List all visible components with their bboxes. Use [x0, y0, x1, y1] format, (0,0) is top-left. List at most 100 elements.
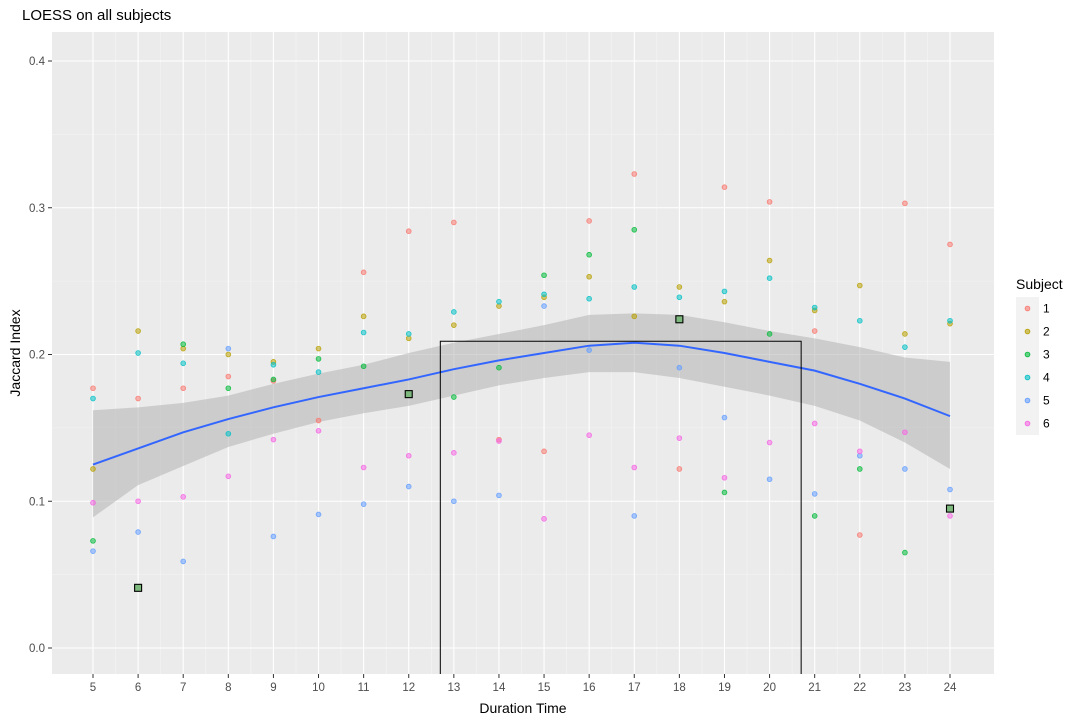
point-subject-3 [451, 394, 457, 400]
x-tick-label: 21 [808, 682, 821, 694]
point-subject-3 [496, 364, 502, 371]
point-subject-5 [631, 513, 638, 519]
x-tick-label: 14 [493, 682, 506, 694]
legend-key-subject-1 [1024, 305, 1031, 312]
x-tick-label: 9 [270, 682, 276, 694]
x-tick-label: 17 [628, 682, 641, 694]
point-subject-6 [676, 435, 683, 441]
point-subject-5 [451, 498, 457, 505]
point-subject-3 [270, 376, 277, 383]
point-subject-3 [766, 331, 773, 337]
point-subject-6 [541, 516, 547, 522]
point-subject-5 [135, 529, 141, 535]
point-subject-5 [270, 533, 277, 540]
point-subject-4 [405, 331, 412, 337]
point-subject-6 [270, 436, 277, 443]
point-subject-4 [676, 294, 683, 301]
point-subject-3 [856, 466, 863, 472]
point-subject-5 [586, 347, 592, 353]
point-subject-3 [225, 385, 232, 392]
point-subject-3 [541, 272, 547, 279]
legend-title: Subject [1016, 276, 1063, 292]
point-subject-4 [811, 304, 818, 311]
confidence-band-layer [93, 313, 950, 518]
x-tick-label: 22 [853, 682, 866, 694]
point-subject-1 [180, 385, 187, 392]
point-subject-1 [631, 171, 638, 177]
point-subject-1 [225, 373, 232, 380]
chart-title: LOESS on all subjects [22, 7, 171, 24]
highlighted-point [404, 390, 413, 399]
point-subject-1 [721, 184, 728, 191]
x-tick-label: 12 [402, 682, 415, 694]
point-subject-5 [405, 483, 412, 490]
point-subject-5 [902, 466, 908, 472]
x-tick-label: 5 [90, 682, 96, 694]
point-subject-1 [811, 328, 818, 334]
point-subject-4 [541, 291, 547, 298]
point-subject-2 [360, 313, 367, 320]
x-tick-label: 24 [944, 682, 957, 694]
point-subject-3 [811, 513, 818, 519]
legend-label-subject-3: 3 [1043, 348, 1050, 362]
point-subject-3 [586, 251, 592, 258]
y-tick-label: 0.1 [29, 496, 45, 508]
point-subject-3 [902, 549, 908, 556]
legend-key-subject-6 [1024, 420, 1031, 427]
point-subject-5 [721, 414, 728, 421]
point-subject-1 [902, 200, 908, 207]
x-tick-label: 6 [135, 682, 141, 694]
point-subject-6 [811, 420, 818, 427]
point-subject-4 [225, 430, 232, 437]
point-subject-4 [315, 369, 322, 375]
point-subject-2 [586, 273, 592, 280]
y-tick-label: 0.0 [29, 643, 45, 655]
point-subject-6 [451, 450, 457, 456]
point-subject-5 [180, 558, 187, 565]
point-subject-2 [631, 313, 638, 320]
x-tick-label: 15 [538, 682, 551, 694]
point-subject-5 [811, 491, 818, 497]
point-subject-1 [360, 269, 367, 276]
loess-confidence-band [93, 313, 950, 518]
point-subject-2 [676, 284, 683, 290]
point-subject-6 [135, 498, 141, 505]
point-subject-4 [586, 295, 592, 302]
point-subject-1 [541, 448, 547, 455]
legend-label-subject-6: 6 [1043, 417, 1050, 431]
point-subject-5 [360, 501, 367, 507]
point-subject-4 [631, 284, 638, 290]
point-subject-5 [766, 476, 773, 483]
grid-major [52, 32, 994, 674]
point-subject-1 [315, 417, 322, 424]
y-axis-ticks: 0.0 0.1 0.2 0.3 0.4 [29, 56, 52, 655]
point-subject-3 [90, 538, 96, 544]
point-subject-3 [631, 226, 638, 233]
point-subject-6 [315, 428, 322, 434]
loess-line-layer [92, 341, 951, 466]
x-tick-label: 16 [583, 682, 596, 694]
point-subject-5 [541, 303, 547, 309]
point-subject-6 [721, 474, 728, 481]
point-subject-6 [90, 499, 96, 506]
legend-key-subject-3 [1024, 351, 1031, 358]
y-tick-label: 0.4 [29, 56, 46, 68]
point-subject-1 [135, 395, 141, 402]
point-subject-5 [947, 486, 953, 493]
point-subject-1 [451, 219, 457, 226]
point-subject-2 [856, 282, 863, 289]
highlighted-point [675, 315, 684, 324]
legend-label-subject-5: 5 [1043, 394, 1050, 408]
point-subject-4 [947, 317, 953, 324]
legend-label-subject-2: 2 [1043, 325, 1050, 339]
legend-key-subject-2 [1024, 328, 1031, 335]
point-subject-6 [405, 452, 412, 459]
point-subject-6 [496, 438, 502, 444]
point-subject-1 [90, 385, 96, 392]
point-subject-4 [902, 344, 908, 350]
x-tick-label: 23 [898, 682, 911, 694]
point-subject-6 [947, 513, 953, 519]
legend: Subject 1 2 3 4 5 6 [1016, 276, 1063, 435]
legend-key-subject-5 [1024, 397, 1031, 404]
